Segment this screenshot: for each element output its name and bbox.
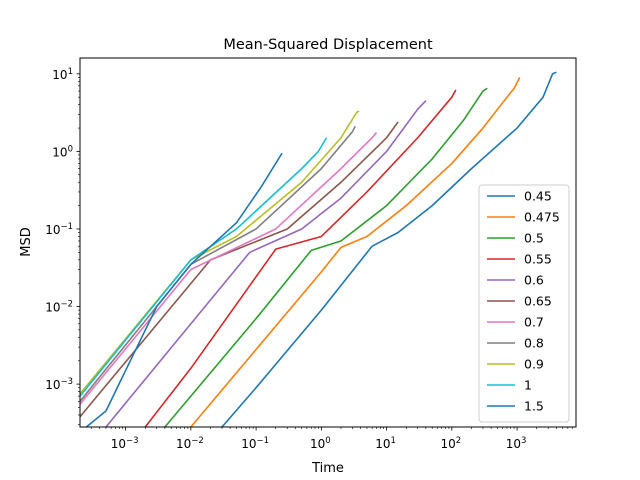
plot-area [80,71,557,427]
x-tick-label-5: 102 [440,436,461,451]
y-tick-label-2: 10−1 [45,222,73,237]
series-line-0 [221,71,557,427]
x-tick-label-6: 103 [506,436,527,451]
legend-box [478,184,570,423]
legend-label-4: 0.6 [524,273,544,288]
y-axis-label: MSD [19,227,34,256]
axis-ticks: 10−3 10−2 10−1 100 101 102 103 10−3 10−2 10−1 100 1… [45,67,573,451]
series-line-3 [144,89,457,427]
chart-title: Mean-Squared Displacement [223,37,433,53]
series-line-2 [164,87,488,427]
legend-label-8: 0.9 [524,357,544,372]
legend-label-10: 1.5 [524,399,544,414]
legend-label-6: 0.7 [524,315,544,330]
series-line-1 [190,77,521,427]
legend-label-5: 0.65 [524,294,552,309]
legend-label-0: 0.45 [524,189,552,204]
x-tick-label-0: 10−3 [111,436,139,451]
x-tick-label-2: 10−1 [241,436,269,451]
series-line-5 [80,121,399,418]
legend-label-9: 1 [524,378,532,393]
y-tick-label-4: 101 [52,67,73,82]
y-tick-label-1: 10−2 [45,300,73,315]
legend-label-7: 0.8 [524,336,544,351]
legend: 0.45 0.475 0.5 0.55 0.6 0.65 0.7 0.8 0.9 1 1.5 [478,184,570,423]
series-line-4 [105,100,427,427]
x-tick-label-4: 101 [375,436,396,451]
series-line-6 [80,132,378,405]
y-tick-label-3: 100 [52,144,73,159]
legend-label-2: 0.5 [524,231,544,246]
x-axis-label: Time [311,461,344,476]
legend-label-1: 0.475 [524,210,560,225]
x-tick-label-3: 100 [310,436,331,451]
y-tick-label-0: 10−3 [45,377,73,392]
x-tick-label-1: 10−2 [176,436,204,451]
legend-label-3: 0.55 [524,252,552,267]
series-line-9 [80,137,328,397]
series-line-10 [85,152,283,427]
axes-frame [79,57,577,428]
